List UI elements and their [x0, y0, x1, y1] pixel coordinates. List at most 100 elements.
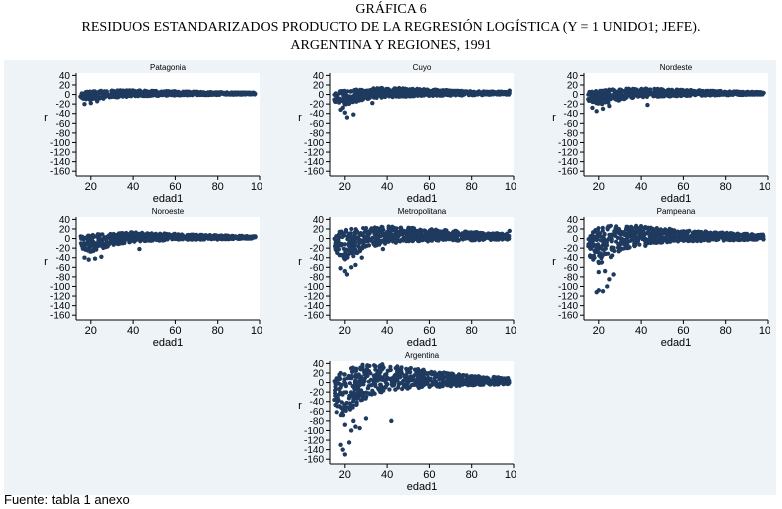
data-point — [490, 89, 495, 94]
data-point — [506, 235, 511, 240]
data-point — [244, 234, 249, 239]
data-point — [137, 231, 142, 236]
data-point — [428, 230, 433, 236]
data-point — [432, 376, 437, 381]
data-point — [724, 93, 729, 98]
data-point — [418, 238, 423, 243]
data-point — [113, 236, 118, 241]
data-point — [459, 90, 464, 95]
y-tick-label: -20 — [564, 100, 579, 111]
data-point — [358, 231, 363, 236]
x-tick-label: 40 — [381, 181, 393, 193]
data-point — [642, 225, 647, 230]
data-point — [337, 252, 342, 257]
x-axis-label: edad1 — [661, 193, 692, 205]
y-tick-label: -60 — [310, 263, 325, 274]
data-point — [137, 88, 142, 93]
data-point — [336, 247, 341, 252]
x-tick-label: 100 — [505, 469, 516, 481]
outlier-point — [507, 88, 512, 93]
data-point — [108, 233, 113, 239]
data-point — [596, 259, 601, 264]
data-point — [333, 247, 338, 252]
data-point — [647, 234, 652, 239]
data-point — [83, 242, 89, 247]
data-point — [730, 92, 735, 97]
data-point — [753, 237, 758, 242]
data-point — [587, 237, 592, 242]
x-axis-label: edad1 — [153, 337, 184, 349]
data-point — [707, 238, 712, 243]
y-tick-label: -140 — [304, 445, 324, 456]
data-point — [211, 234, 216, 239]
data-point — [388, 91, 393, 96]
data-point — [350, 98, 355, 103]
y-tick-label: -100 — [558, 138, 578, 149]
data-point — [648, 225, 653, 230]
data-point — [253, 234, 258, 239]
y-tick-label: -160 — [50, 311, 70, 322]
data-point — [102, 235, 107, 240]
outlier-point — [351, 112, 356, 117]
y-tick-label: -40 — [564, 109, 579, 120]
data-point — [350, 384, 355, 389]
data-point — [175, 89, 180, 95]
data-point — [673, 238, 678, 243]
y-tick-label: -60 — [310, 119, 325, 130]
chart-patagonia: Patagonia 40 20 0 -20 -40 -60 -80 -100 -120 -140 -1… — [14, 63, 262, 205]
data-point — [151, 92, 157, 97]
x-tick-label: 60 — [423, 325, 435, 337]
data-point — [722, 89, 727, 94]
data-point — [334, 95, 339, 100]
data-point — [593, 249, 598, 254]
data-point — [632, 243, 637, 248]
y-tick-label: -140 — [558, 301, 578, 312]
data-point — [367, 95, 372, 100]
x-tick-label: 20 — [593, 325, 605, 337]
data-point — [630, 95, 635, 101]
data-point — [361, 226, 366, 231]
y-tick-label: 0 — [572, 234, 578, 245]
outlier-point — [99, 254, 104, 259]
data-point — [598, 231, 603, 236]
data-point — [234, 234, 239, 239]
data-point — [363, 226, 369, 231]
data-point — [118, 91, 123, 97]
data-point — [126, 93, 132, 98]
data-point — [446, 375, 451, 381]
data-point — [250, 234, 255, 239]
data-point — [471, 91, 476, 96]
data-point — [384, 88, 389, 93]
x-tick-label: 40 — [635, 181, 647, 193]
data-point — [374, 93, 379, 98]
data-point — [91, 248, 96, 253]
y-tick-label: -60 — [564, 119, 579, 130]
data-point — [356, 235, 361, 240]
data-point — [642, 237, 647, 243]
y-tick-label: -80 — [310, 272, 325, 283]
data-point — [627, 229, 632, 234]
y-tick-label: 0 — [318, 378, 324, 389]
data-point — [185, 237, 190, 242]
data-point — [398, 225, 403, 230]
outlier-point — [602, 268, 608, 274]
data-point — [502, 234, 507, 239]
y-tick-label: -160 — [558, 167, 578, 178]
data-point — [105, 244, 110, 249]
data-point — [117, 237, 122, 242]
data-point — [407, 89, 412, 94]
data-point — [412, 367, 417, 372]
data-point — [215, 92, 220, 97]
data-point — [384, 230, 389, 235]
data-point — [154, 232, 160, 237]
data-point — [429, 227, 434, 232]
y-tick-label: 0 — [64, 90, 70, 101]
data-point — [614, 89, 619, 94]
data-point — [746, 233, 751, 238]
chart-metropolitana: Metropolitana 40 20 0 -20 -40 -60 -80 -100 -120 -1… — [268, 207, 516, 349]
data-point — [433, 230, 438, 235]
data-point — [591, 253, 596, 258]
data-point — [345, 237, 350, 242]
data-point — [409, 226, 414, 231]
data-point — [477, 90, 482, 95]
